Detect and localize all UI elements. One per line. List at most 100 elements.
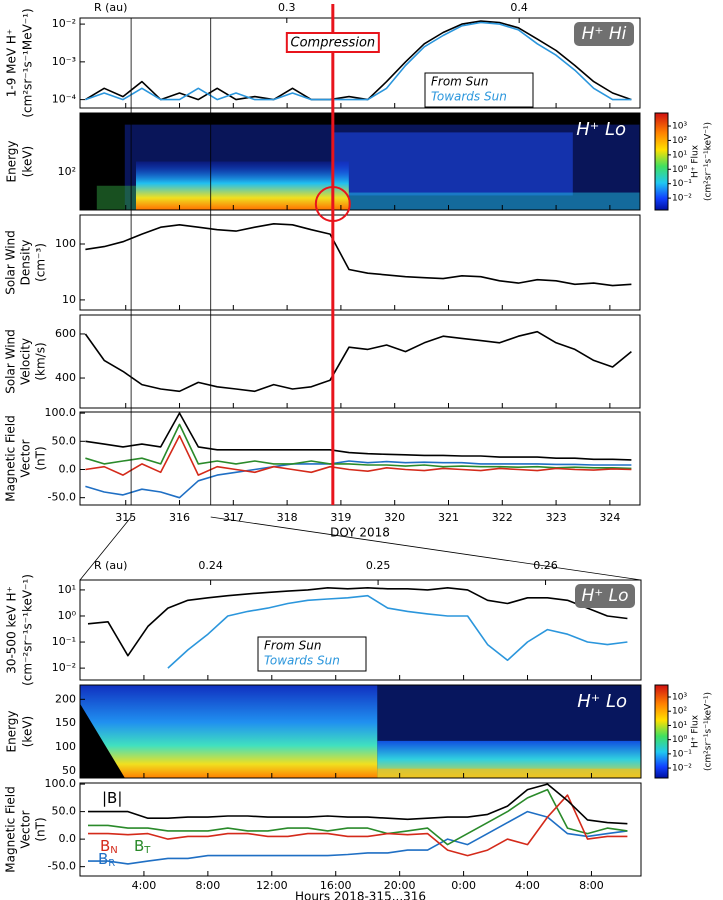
component-subscript: N: [110, 845, 117, 856]
x-tick-label: 324: [599, 511, 620, 524]
x-tick-label: 322: [492, 511, 513, 524]
colorbar-label: (cm²sr⁻¹s⁻¹keV⁻¹): [704, 692, 714, 771]
y-tick-label: 10⁻³: [52, 55, 76, 68]
y-axis-label: Vector: [19, 439, 33, 477]
y-tick-label: 150: [55, 716, 76, 729]
compression-box: [285, 32, 380, 53]
component-name: B: [134, 837, 144, 855]
plot-area: [80, 685, 641, 778]
data-line: [88, 794, 628, 857]
panel-frame: [79, 782, 642, 877]
y-tick-label: 50.0: [52, 434, 77, 447]
y-tick-label: 100.0: [45, 777, 77, 790]
data-line: [85, 223, 632, 287]
y-axis-label: Density: [19, 240, 33, 286]
data-line: [167, 594, 628, 669]
x-axis-label: Hours 2018-315...316: [295, 890, 426, 900]
top-tick-label: 0.24: [198, 559, 223, 572]
x-tick-label: 316: [169, 511, 190, 524]
panel-annotation: H⁺ Lo: [581, 586, 628, 606]
y-axis-label: Energy: [5, 140, 19, 182]
plot-area: [84, 20, 632, 101]
x-tick-label: 20:00: [384, 879, 416, 892]
y-axis-label: (km/s): [34, 342, 48, 380]
x-tick-label: 315: [115, 511, 136, 524]
colorbar-label: (cm²sr⁻¹s⁻¹keV⁻¹): [704, 122, 714, 201]
x-tick-label: 317: [223, 511, 244, 524]
y-tick-label: 10⁰: [58, 609, 77, 622]
x-tick-label: 321: [438, 511, 459, 524]
y-tick-label: -50.0: [48, 860, 76, 873]
y-axis-label: Velocity: [19, 338, 33, 385]
colorbar-tick-label: 10⁰: [672, 735, 687, 745]
colorbar-tick-label: 10⁻¹: [672, 179, 692, 189]
panel-annotation: H⁺ Hi: [582, 24, 627, 44]
x-tick-label: 323: [546, 511, 567, 524]
component-label: |B|: [102, 789, 122, 807]
x-tick-label: 8:00: [196, 879, 221, 892]
spectrogram-patch: [377, 685, 641, 741]
data-line: [84, 20, 632, 101]
colorbar-tick-label: 10¹: [672, 150, 687, 160]
y-tick-label: 600: [55, 327, 76, 340]
colorbar-tick-label: 10¹: [672, 721, 687, 731]
panel-frame: [79, 17, 641, 109]
colorbar: [654, 684, 669, 779]
y-tick-label: 100: [55, 237, 76, 250]
panel-annotation: H⁺ Lo: [576, 119, 626, 140]
y-tick-label: 50: [62, 764, 76, 777]
colorbar-tick-label: 10⁰: [672, 165, 687, 175]
y-axis-label: (cm⁻³): [34, 243, 48, 282]
legend-box: [257, 636, 367, 672]
y-axis-label: Solar Wind: [4, 329, 18, 394]
colorbar-tick-label: 10⁻¹: [672, 749, 692, 759]
component-label: BN: [100, 837, 118, 857]
colorbar-tick-label: 10⁻²: [672, 764, 692, 774]
y-tick-label: 10⁻¹: [52, 635, 76, 648]
colorbar-tick-label: 10²: [672, 707, 687, 717]
data-line: [87, 587, 628, 657]
spectrogram-patch: [96, 185, 136, 210]
legend-entry: Towards Sun: [264, 654, 340, 668]
x-tick-label: 4:00: [515, 879, 540, 892]
component-name: |B|: [102, 789, 122, 807]
plot-area: [85, 412, 632, 499]
y-tick-label: 0.0: [59, 832, 77, 845]
top-axis-label: R (au): [94, 1, 127, 14]
data-line: [85, 434, 632, 476]
colorbar-tick-label: 10³: [672, 693, 687, 703]
component-subscript: T: [143, 845, 151, 856]
y-tick-label: 100: [55, 740, 76, 753]
y-tick-label: 10⁻²: [52, 661, 76, 674]
top-tick-label: 0.26: [533, 559, 558, 572]
colorbar-tick-label: 10³: [672, 122, 687, 132]
panel-frame: [79, 314, 641, 409]
top-axis-label: R (au): [94, 559, 127, 572]
component-label: BR: [98, 850, 115, 870]
colorbar-tick-label: 10²: [672, 136, 687, 146]
x-tick-label: 318: [277, 511, 298, 524]
plot-area: [85, 223, 632, 287]
x-tick-label: 4:00: [132, 879, 157, 892]
legend-entry: From Sun: [264, 639, 322, 653]
top-tick-label: 0.3: [278, 1, 296, 14]
spectrogram-patch: [348, 192, 640, 210]
panel-frame: [79, 214, 641, 311]
legend-entry: From Sun: [431, 75, 489, 89]
compression-circle: [314, 186, 351, 222]
panel-frame: [79, 112, 641, 211]
y-axis-label: (nT): [34, 446, 48, 470]
colorbar-label: H⁺ Flux: [691, 144, 701, 178]
panel-annotation: H⁺ Lo: [577, 691, 627, 712]
data-line: [85, 423, 632, 470]
y-axis-label: 1-9 MeV H⁺: [5, 29, 19, 98]
y-tick-label: 10²: [58, 165, 76, 178]
y-axis-label: Vector: [19, 810, 33, 848]
data-line: [85, 21, 632, 101]
component-name: B: [98, 850, 108, 868]
colorbar: [654, 112, 669, 211]
x-axis-label: DOY 2018: [330, 526, 390, 540]
x-tick-label: 320: [384, 511, 405, 524]
